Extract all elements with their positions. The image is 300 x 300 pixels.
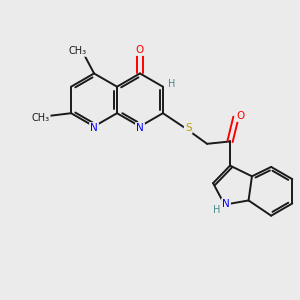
Text: H: H [213,205,220,215]
Text: N: N [136,123,144,133]
Text: N: N [90,123,98,133]
Text: O: O [236,111,244,121]
Text: H: H [168,79,176,89]
Text: N: N [222,199,230,209]
Text: CH₃: CH₃ [68,46,87,56]
Text: CH₃: CH₃ [32,112,50,123]
Text: O: O [136,45,144,55]
Text: S: S [185,123,191,133]
